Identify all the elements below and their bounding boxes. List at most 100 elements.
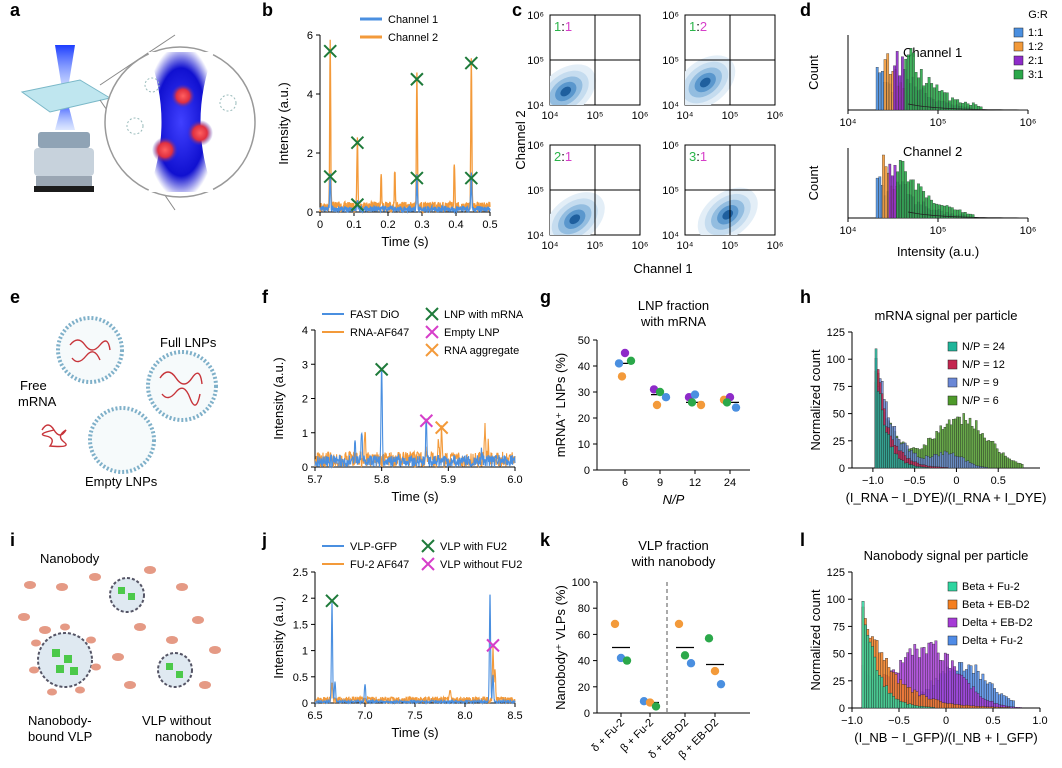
hist-bar — [931, 456, 934, 469]
hist-bar — [892, 696, 895, 709]
vlp-illustration: Nanobody Nanobody- bound VLP VLP without… — [18, 551, 221, 744]
hist-bar — [943, 450, 947, 469]
data-point — [651, 702, 661, 711]
hist-bar — [925, 696, 928, 709]
legend-swatch-3 — [947, 377, 958, 388]
panel-label-h: h — [800, 287, 811, 307]
x-tick-label: 0.4 — [448, 219, 463, 231]
hist-bar — [914, 189, 918, 219]
hist-bar — [969, 213, 972, 219]
hist-bar — [917, 183, 920, 219]
panel-label-i: i — [10, 530, 16, 550]
hist-bar — [1002, 452, 1005, 469]
hist-bar — [876, 391, 880, 469]
hist-bar — [919, 69, 923, 111]
hist-bar — [889, 692, 893, 709]
hist-bar — [936, 652, 940, 709]
hist-bar — [884, 166, 888, 219]
y-tick-label: 10⁴ — [527, 100, 544, 112]
x-axis-label: N/P — [663, 492, 685, 507]
x-tick-label: 10⁵ — [930, 225, 947, 237]
hist-bar — [952, 452, 955, 469]
hist-bar — [875, 177, 879, 219]
hist-bar — [965, 679, 968, 709]
particle-3 — [152, 137, 178, 163]
y-tick-label: 10⁶ — [527, 10, 544, 22]
peak-marker — [410, 72, 424, 86]
y-tick-label: 10⁵ — [662, 55, 679, 67]
density-level-5 — [569, 214, 581, 225]
x-tick-label: 7.5 — [407, 710, 422, 722]
hist-bar — [901, 701, 905, 709]
y-tick-label: 2 — [302, 394, 308, 406]
series-channel-1-line — [319, 172, 491, 215]
data-point — [731, 403, 741, 412]
hist-bar — [878, 393, 882, 469]
hist-bar — [891, 175, 894, 219]
x-tick-label: 10⁶ — [1020, 225, 1037, 237]
hist-bar — [969, 105, 973, 111]
hist-bar — [933, 466, 936, 469]
hist-bar — [964, 460, 968, 469]
hist-bar — [986, 706, 989, 709]
hist-bar — [958, 102, 962, 111]
chart-b-traces: 0 0.1 0.2 0.3 0.4 0.5 0 2 4 6 Time (s) Intensity (a… — [276, 14, 498, 249]
hist-bar — [911, 179, 915, 219]
hist-bar — [930, 83, 934, 111]
hist-bar — [966, 103, 970, 111]
hist-bar — [948, 206, 952, 219]
y-tick-label: 10⁶ — [662, 10, 679, 22]
x-tick-label: 10⁵ — [587, 110, 604, 122]
hist-bar — [906, 181, 910, 219]
particle-2 — [187, 120, 213, 146]
hist-bar — [1002, 707, 1006, 709]
x-tick-label: 9 — [657, 477, 663, 489]
vlp-without-nanobody — [157, 652, 193, 688]
y-tick-label: 0 — [302, 462, 308, 474]
legend-marker-label-2: VLP without FU2 — [440, 559, 522, 571]
hist-bar — [1012, 460, 1016, 469]
x-tick-label: 0 — [953, 475, 959, 487]
free-mrna-strand — [41, 424, 67, 448]
hist-bar — [943, 92, 947, 111]
x-axis-label: Channel 1 — [633, 261, 692, 276]
y-tick-label: 2 — [307, 148, 313, 160]
hist-bar — [915, 691, 919, 709]
y-tick-label: 60 — [578, 629, 590, 641]
laser-beam-bottom — [55, 100, 75, 130]
y-tick-label: 10⁵ — [527, 185, 544, 197]
hist-bar — [893, 65, 896, 111]
hist-bar — [974, 706, 978, 709]
hist-bar — [956, 456, 959, 469]
hist-bar — [1010, 460, 1014, 469]
lnp-empty — [88, 406, 156, 474]
y-axis-label: Count — [806, 165, 821, 200]
y-tick-label: 1.5 — [293, 619, 308, 631]
hist-bar — [887, 692, 891, 709]
hist-bar — [969, 705, 973, 709]
y-tick-label: 2 — [302, 593, 308, 605]
hist-bar — [956, 209, 959, 219]
ratio-label: 1:2 — [689, 19, 707, 34]
y-tick-label: 25 — [833, 676, 845, 688]
data-point — [704, 634, 714, 643]
particle-outline-1 — [126, 117, 144, 135]
hist-bar — [943, 702, 947, 709]
x-tick-label: 10⁴ — [677, 110, 694, 122]
y-tick-label: 10⁵ — [662, 185, 679, 197]
ratio-label: 2:1 — [554, 149, 572, 164]
hist-bar — [868, 641, 872, 709]
hist-bar — [993, 706, 996, 709]
hist-bar — [913, 705, 917, 709]
x-tick-label: 1.0 — [1032, 715, 1047, 727]
series-channel-2-line — [319, 39, 491, 215]
legend-label-2: RNA-AF647 — [350, 327, 409, 339]
subplot-title: Channel 1 — [903, 45, 962, 60]
hist-bar — [934, 699, 938, 709]
x-tick-label: 6 — [622, 477, 628, 489]
legend-label-2: N/P = 12 — [962, 359, 1005, 371]
hist-bar — [990, 706, 994, 709]
hist-bar — [975, 465, 978, 469]
